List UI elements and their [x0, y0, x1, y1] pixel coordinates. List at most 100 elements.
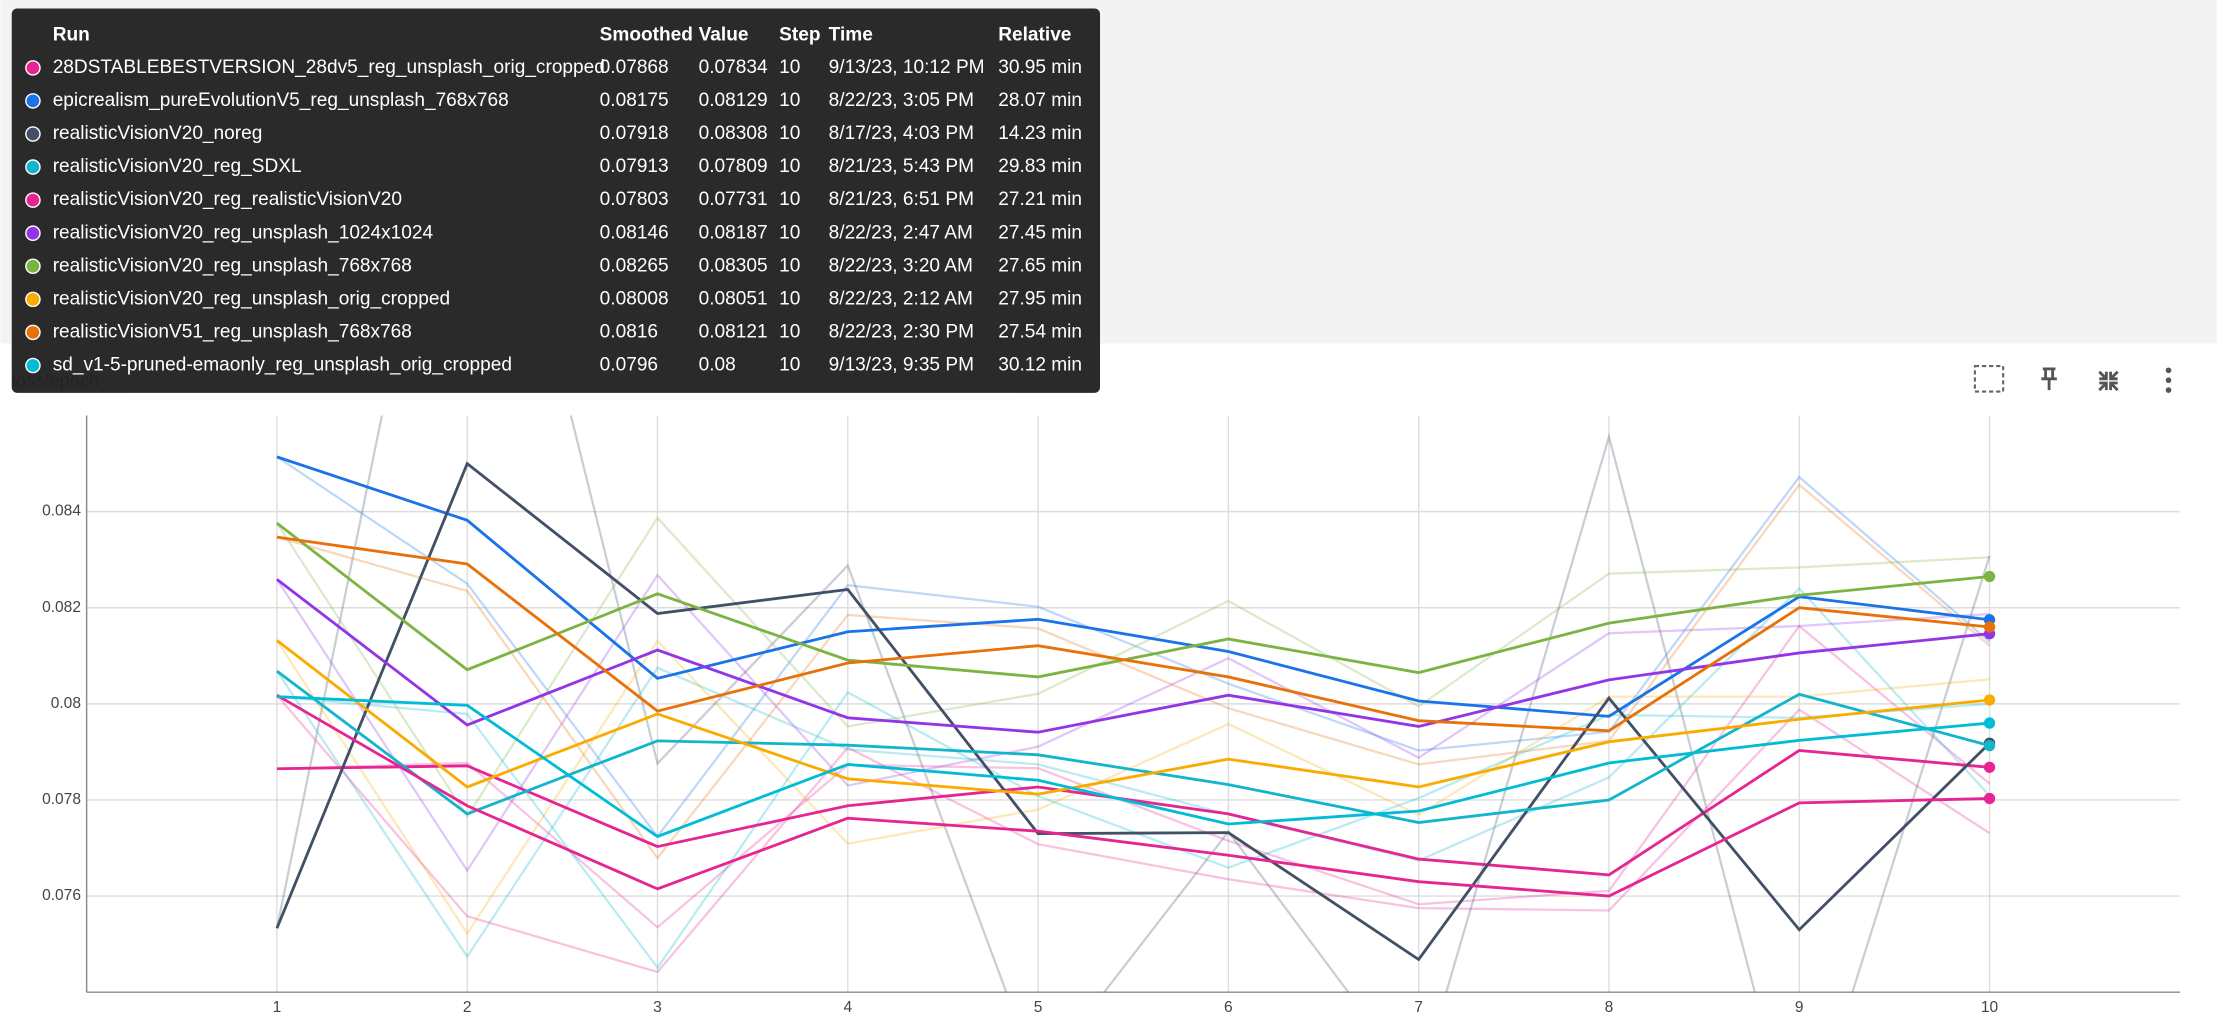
smoothed-line	[276, 455, 1990, 718]
run-name: realisticVisionV20_reg_unsplash_1024x102…	[53, 222, 434, 243]
x-tick-label: 9	[1795, 999, 1804, 1016]
tooltip-background	[11, 8, 1101, 393]
raw-line	[275, 639, 1990, 936]
step: 10	[779, 255, 800, 276]
smoothed-line	[276, 670, 1990, 824]
more-button[interactable]	[2165, 367, 2172, 393]
run-name: realisticVisionV20_reg_unsplash_768x768	[53, 255, 412, 276]
run-color	[25, 324, 41, 341]
relative: 27.21 min	[998, 189, 1082, 210]
relative: 27.54 min	[998, 321, 1082, 342]
chart-card	[0, 343, 2206, 1036]
raw-value: 0.08305	[699, 255, 768, 276]
raw-value: 0.08187	[699, 222, 768, 243]
step: 10	[779, 57, 800, 78]
x-tick-label: 4	[843, 999, 852, 1016]
raw-line	[275, 415, 1991, 993]
last-point	[1983, 761, 1996, 773]
tooltip-header: Smoothed	[600, 24, 693, 45]
last-point	[1983, 694, 1996, 706]
relative: 27.65 min	[998, 255, 1082, 276]
smoothed-value: 0.07913	[600, 156, 669, 177]
time: 8/22/23, 2:30 PM	[829, 321, 974, 342]
tooltip: Run Smoothed Value Step Time Relative 28DSTABL…	[11, 8, 1101, 393]
last-point	[1983, 792, 1996, 805]
raw-value: 0.08308	[699, 123, 768, 144]
x-tick-label: 3	[653, 999, 662, 1016]
smoothed-line	[275, 461, 1991, 962]
grid: 0.076 0.078 0.08 0.082 0.084 1 2 3 4 5 6 7 8 9 10	[42, 415, 2180, 1016]
step: 10	[779, 355, 800, 376]
step: 10	[779, 90, 800, 111]
run-color	[25, 357, 41, 374]
collapse-button[interactable]	[2098, 370, 2119, 392]
x-tick-label: 5	[1034, 999, 1043, 1016]
smoothed-value: 0.08008	[600, 288, 669, 309]
relative: 27.95 min	[998, 288, 1082, 309]
run-color	[25, 126, 41, 142]
relative: 27.45 min	[998, 222, 1082, 243]
smoothed-lines	[275, 455, 1996, 962]
pin-button[interactable]	[2041, 367, 2057, 391]
smoothed-value: 0.08175	[600, 90, 669, 111]
x-tick-label: 8	[1605, 999, 1614, 1016]
tooltip-header: Time	[829, 24, 873, 45]
smoothed-line	[276, 693, 1990, 898]
y-tick-label: 0.078	[42, 791, 81, 808]
y-tick-label: 0.084	[42, 503, 81, 520]
smoothed-line	[276, 578, 1990, 734]
smoothed-value: 0.07803	[600, 189, 669, 210]
run-name: realisticVisionV20_noreg	[53, 123, 263, 144]
smoothed-line	[276, 695, 1990, 839]
relative: 29.83 min	[998, 156, 1082, 177]
raw-value: 0.08129	[699, 90, 768, 111]
smoothed-value: 0.07868	[600, 57, 669, 78]
step: 10	[779, 222, 800, 243]
tooltip-header: Value	[699, 24, 749, 45]
time: 9/13/23, 10:12 PM	[829, 57, 985, 78]
smoothed-value: 0.08265	[600, 255, 669, 276]
run-name: sd_v1-5-pruned-emaonly_reg_unsplash_orig…	[53, 355, 512, 376]
raw-line	[275, 586, 1991, 959]
tooltip-header: Step	[779, 24, 820, 45]
relative: 30.12 min	[998, 355, 1082, 376]
smoothed-value: 0.0816	[600, 321, 658, 342]
x-tick-label: 1	[273, 999, 282, 1016]
run-name: realisticVisionV20_reg_realisticVisionV2…	[53, 189, 402, 210]
y-tick-label: 0.076	[42, 887, 81, 904]
relative: 14.23 min	[998, 123, 1082, 144]
time: 8/21/23, 6:51 PM	[829, 189, 974, 210]
relative: 28.07 min	[998, 90, 1082, 111]
raw-value: 0.07834	[699, 57, 768, 78]
time: 8/22/23, 2:12 AM	[829, 288, 973, 309]
fit-domain-button[interactable]	[1973, 365, 2005, 393]
last-point	[1983, 570, 1996, 583]
run-color	[25, 192, 41, 208]
raw-line	[275, 516, 1990, 819]
tooltip-header: Relative	[998, 24, 1071, 45]
last-point	[1983, 740, 1996, 752]
x-tick-label: 6	[1224, 999, 1233, 1016]
run-color	[25, 60, 41, 76]
run-color	[25, 291, 41, 308]
time: 8/17/23, 4:03 PM	[829, 123, 974, 144]
smoothed-value: 0.08146	[600, 222, 669, 243]
run-name: realisticVisionV20_reg_unsplash_orig_cro…	[53, 288, 450, 309]
y-tick-label: 0.082	[42, 599, 81, 616]
x-tick-label: 2	[463, 999, 472, 1016]
run-name: realisticVisionV20_reg_SDXL	[53, 156, 302, 177]
run-color	[25, 159, 41, 175]
last-point	[1983, 621, 1996, 633]
raw-line	[276, 624, 1991, 929]
time: 9/13/23, 9:35 PM	[829, 355, 974, 376]
step: 10	[779, 156, 800, 177]
last-point	[1983, 717, 1996, 729]
step: 10	[779, 288, 800, 309]
smoothed-line	[276, 639, 1990, 796]
x-tick-label: 7	[1414, 999, 1423, 1016]
step: 10	[779, 321, 800, 342]
run-name: epicrealism_pureEvolutionV5_reg_unsplash…	[53, 90, 509, 111]
raw-line	[276, 483, 1991, 861]
